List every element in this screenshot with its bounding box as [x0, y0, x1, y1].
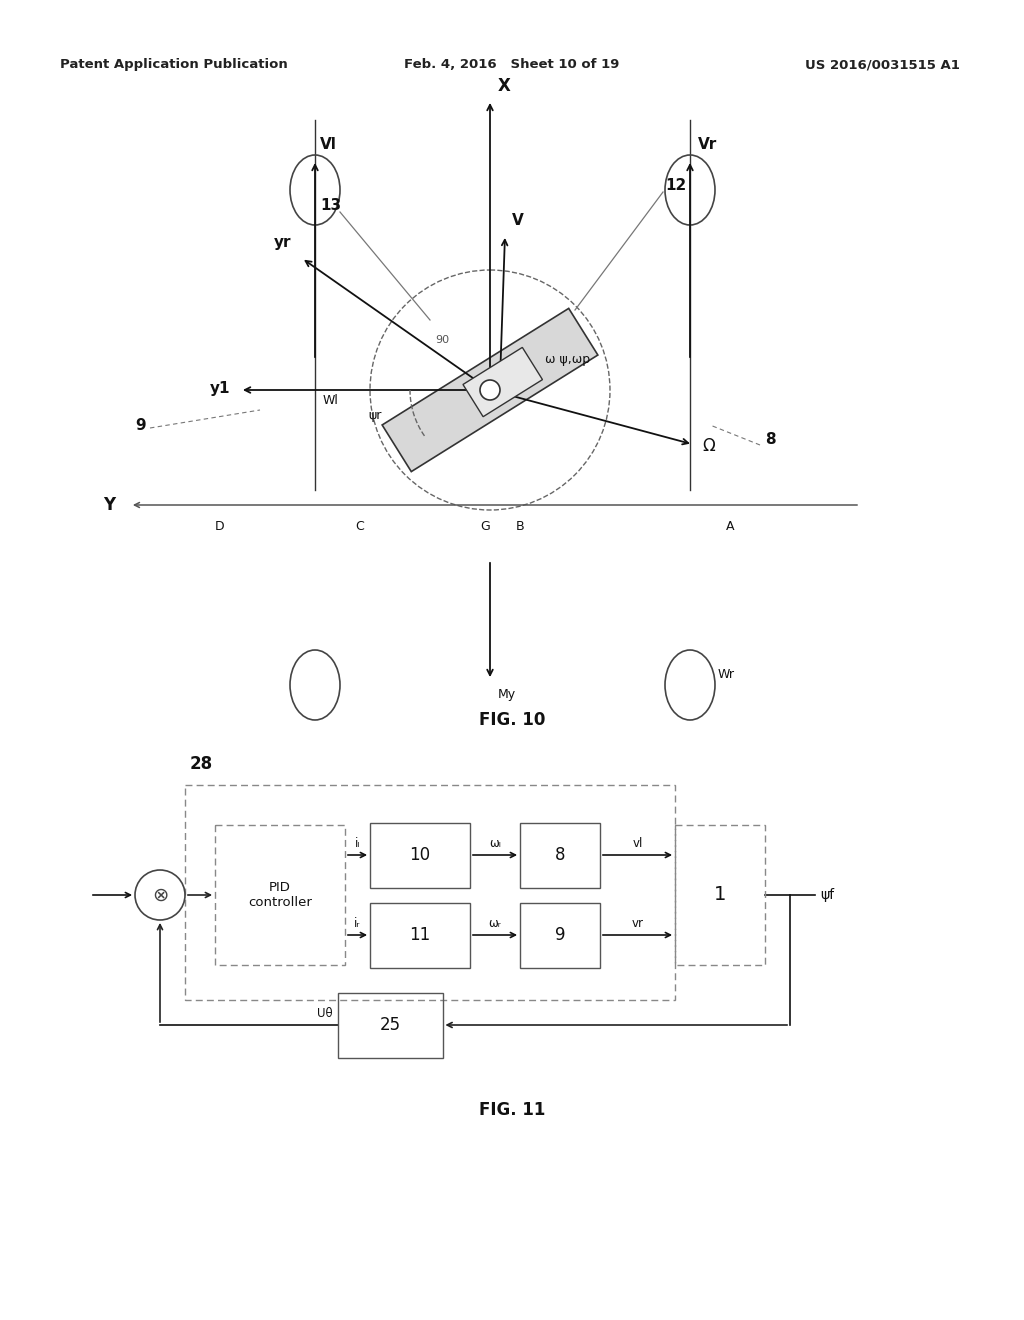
Text: D: D — [215, 520, 225, 533]
Text: ⊗: ⊗ — [152, 886, 168, 904]
Text: ωᵣ: ωᵣ — [488, 917, 502, 931]
Text: 9: 9 — [555, 927, 565, 944]
Text: Wl: Wl — [323, 393, 339, 407]
Text: iᵣ: iᵣ — [354, 917, 360, 931]
Text: vr: vr — [632, 917, 643, 931]
Text: iₗ: iₗ — [354, 837, 360, 850]
Text: B: B — [516, 520, 524, 533]
Text: My: My — [498, 688, 516, 701]
Text: 12: 12 — [665, 177, 686, 193]
Text: 28: 28 — [190, 755, 213, 774]
Text: Vr: Vr — [698, 137, 717, 152]
Text: ωₗ: ωₗ — [489, 837, 501, 850]
Text: X: X — [498, 77, 511, 95]
Text: 8: 8 — [555, 846, 565, 865]
Text: y1: y1 — [210, 380, 230, 396]
Text: G: G — [480, 520, 489, 533]
Text: yr: yr — [274, 235, 292, 249]
Text: Uθ: Uθ — [316, 1007, 333, 1020]
Bar — [463, 347, 543, 417]
Text: 9: 9 — [135, 417, 145, 433]
Text: 1: 1 — [714, 886, 726, 904]
Text: Ω: Ω — [702, 437, 716, 455]
Text: Y: Y — [102, 496, 115, 513]
Text: vl: vl — [632, 837, 643, 850]
Text: Wr: Wr — [718, 668, 735, 681]
Text: Feb. 4, 2016   Sheet 10 of 19: Feb. 4, 2016 Sheet 10 of 19 — [404, 58, 620, 71]
Text: 13: 13 — [319, 198, 341, 213]
Text: US 2016/0031515 A1: US 2016/0031515 A1 — [805, 58, 961, 71]
Text: ψf: ψf — [820, 888, 835, 902]
Text: ψr: ψr — [369, 408, 382, 421]
Text: FIG. 11: FIG. 11 — [479, 1101, 545, 1119]
Text: 8: 8 — [765, 433, 775, 447]
Text: Vl: Vl — [319, 137, 337, 152]
Bar — [382, 309, 598, 471]
Text: V: V — [512, 213, 523, 228]
Text: A: A — [726, 520, 734, 533]
Circle shape — [480, 380, 500, 400]
Text: FIG. 10: FIG. 10 — [479, 711, 545, 729]
Text: Patent Application Publication: Patent Application Publication — [60, 58, 288, 71]
Text: 11: 11 — [410, 927, 431, 944]
Text: C: C — [355, 520, 365, 533]
Text: ω ψ,ωp: ω ψ,ωp — [545, 354, 590, 367]
Text: PID
controller: PID controller — [248, 880, 312, 909]
Text: 90: 90 — [435, 335, 450, 345]
Text: 10: 10 — [410, 846, 430, 865]
Text: 25: 25 — [380, 1016, 400, 1034]
